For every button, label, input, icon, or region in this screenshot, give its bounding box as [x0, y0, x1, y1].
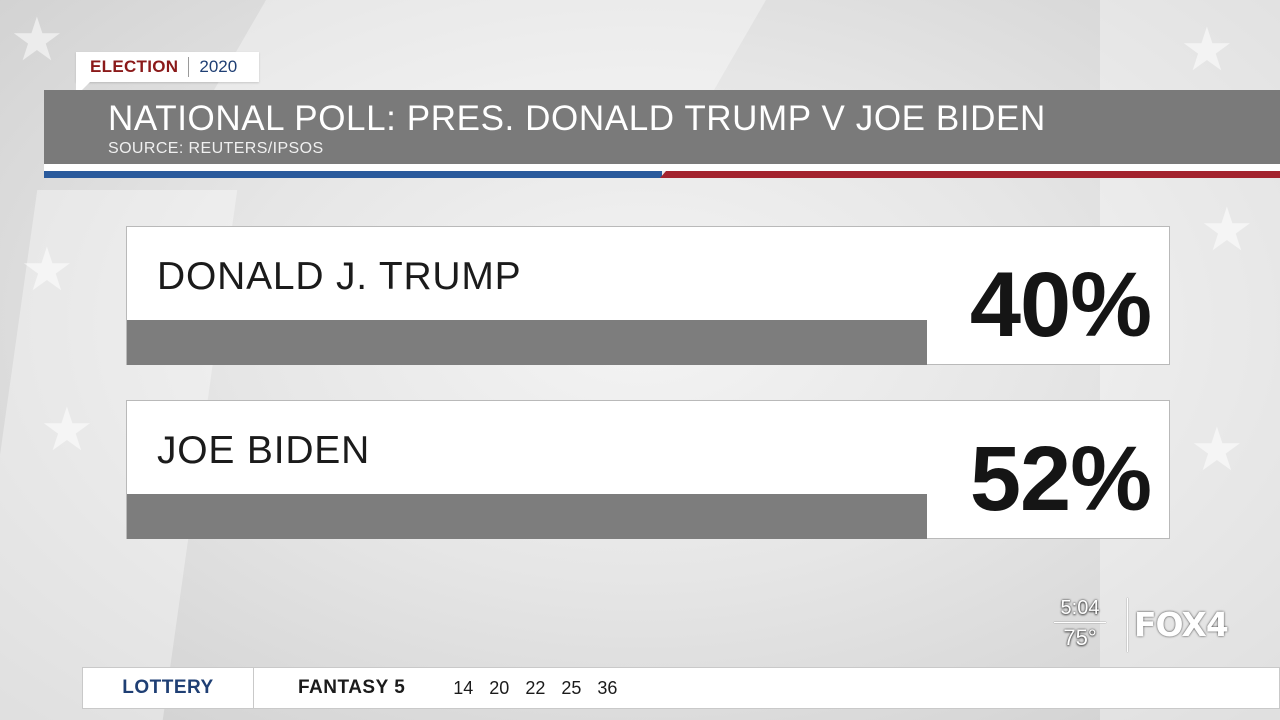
candidate-name: DONALD J. TRUMP [157, 255, 522, 298]
candidate-card-trump: DONALD J. TRUMP 40% [126, 226, 1170, 365]
candidate-name: JOE BIDEN [157, 429, 371, 472]
temperature: 75° [1063, 625, 1097, 650]
lottery-number: 14 [453, 677, 474, 698]
clock-divider [1054, 622, 1106, 623]
source-line: SOURCE: REUTERS/IPSOS [108, 140, 324, 157]
header-stripe-white [44, 164, 1280, 171]
candidate-percent: 52% [969, 428, 1152, 530]
page-title: NATIONAL POLL: PRES. DONALD TRUMP V JOE … [108, 99, 1046, 138]
ticker-divider [253, 668, 254, 708]
bug-divider [1127, 598, 1128, 652]
poll-bar-track [127, 494, 927, 539]
lottery-number: 20 [489, 677, 510, 698]
ticker-game: FANTASY 5 [298, 677, 406, 698]
candidate-percent: 40% [969, 254, 1152, 356]
election-tag: ELECTION 2020 [76, 52, 259, 82]
star-icon: ★ [1190, 416, 1244, 483]
header-stripe-red [660, 171, 1280, 178]
ticker-numbers: 14 20 22 25 36 [453, 678, 633, 699]
poll-bar [127, 494, 927, 539]
header-stripe-blue [44, 171, 662, 178]
ticker-label: LOTTERY [122, 677, 214, 698]
background-panel [214, 0, 766, 90]
poll-bar [127, 320, 927, 365]
tag-divider [188, 57, 190, 77]
star-icon: ★ [1180, 16, 1234, 83]
station-logo: FOX4 [1134, 605, 1229, 644]
star-icon: ★ [10, 6, 64, 73]
poll-bar-track [127, 320, 927, 365]
election-label: ELECTION [90, 57, 179, 76]
header-band: NATIONAL POLL: PRES. DONALD TRUMP V JOE … [44, 90, 1280, 164]
star-icon: ★ [20, 236, 74, 303]
candidate-card-biden: JOE BIDEN 52% [126, 400, 1170, 539]
clock-bug: 5:04 75° [1054, 597, 1106, 651]
lottery-ticker: LOTTERY FANTASY 5 14 20 22 25 36 [82, 667, 1280, 709]
star-icon: ★ [40, 396, 94, 463]
election-year: 2020 [199, 57, 238, 76]
star-icon: ★ [1200, 196, 1254, 263]
clock-time: 5:04 [1060, 597, 1100, 619]
lottery-number: 36 [597, 677, 618, 698]
lottery-number: 22 [525, 677, 546, 698]
lottery-number: 25 [561, 677, 582, 698]
